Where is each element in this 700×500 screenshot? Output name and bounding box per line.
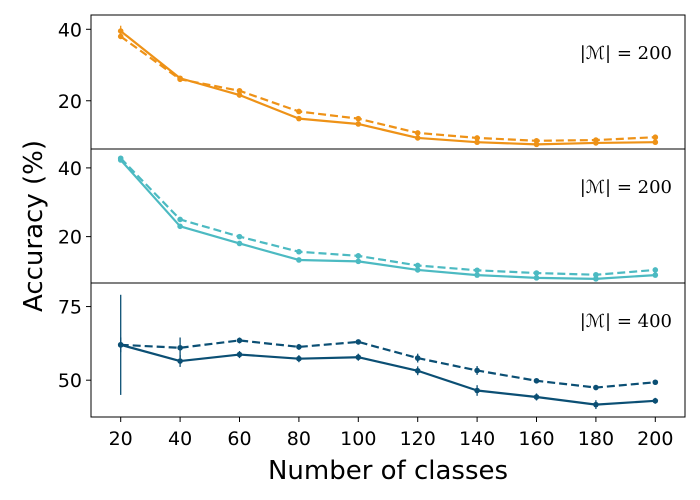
data-point xyxy=(236,337,243,344)
data-point xyxy=(177,216,183,223)
data-point xyxy=(533,270,540,276)
x-tick-label: 20 xyxy=(109,428,133,450)
panel-3-series-solid xyxy=(117,294,659,410)
data-point xyxy=(117,33,124,40)
data-point xyxy=(593,276,599,282)
data-point xyxy=(117,28,124,34)
panel-2: 20 40 |ℳ| = 200 xyxy=(58,148,686,284)
data-point xyxy=(533,275,540,281)
data-point xyxy=(117,155,124,162)
data-point xyxy=(474,387,480,394)
data-point xyxy=(652,134,659,141)
data-point xyxy=(533,137,540,144)
x-tick-label: 160 xyxy=(518,428,554,450)
data-point xyxy=(236,87,243,94)
panel-1-series-dashed xyxy=(117,33,659,144)
data-point xyxy=(414,355,421,361)
data-point xyxy=(177,76,183,83)
data-point xyxy=(355,253,362,259)
data-point xyxy=(296,257,302,263)
data-point xyxy=(474,267,480,274)
panel-2-y-tick-label: 40 xyxy=(58,158,82,180)
panel-2-frame xyxy=(90,148,686,284)
data-point xyxy=(593,271,599,278)
panel-3-series-dashed xyxy=(117,337,659,391)
data-point xyxy=(593,401,599,408)
data-point xyxy=(236,233,243,240)
y-axis-title: Accuracy (%) xyxy=(19,140,49,312)
data-point xyxy=(296,355,302,362)
data-point xyxy=(652,379,659,386)
panel-3-y-tick-label: 75 xyxy=(58,297,82,319)
x-tick-label: 80 xyxy=(287,428,311,450)
panel-1-series-solid xyxy=(117,25,659,148)
data-point xyxy=(296,344,302,350)
panels-group: 20 40 |ℳ| = 200 20 40 |ℳ| = 200 50 75 |ℳ| = 400 xyxy=(58,14,686,418)
panel-3-y-tick-label: 50 xyxy=(58,370,82,392)
data-point xyxy=(593,384,599,391)
panel-2-y-tick-label: 20 xyxy=(58,227,82,249)
data-point xyxy=(355,115,362,122)
panel-1: 20 40 |ℳ| = 200 xyxy=(58,14,686,150)
panel-3-annotation: |ℳ| = 400 xyxy=(580,311,672,332)
x-tick-label: 60 xyxy=(227,428,251,450)
data-point xyxy=(177,344,183,351)
data-point xyxy=(652,272,659,278)
data-point xyxy=(533,377,540,384)
panel-1-y-tick-label: 20 xyxy=(58,91,82,113)
series-line-solid xyxy=(120,343,656,406)
data-point xyxy=(474,272,480,278)
series-line-solid xyxy=(120,30,656,146)
data-point xyxy=(474,367,480,374)
x-tick-label: 100 xyxy=(340,428,376,450)
data-point xyxy=(474,135,480,141)
data-point xyxy=(652,398,659,404)
data-point xyxy=(296,115,302,122)
data-point xyxy=(652,139,659,146)
panel-1-y-tick-label: 40 xyxy=(58,19,82,41)
data-point xyxy=(355,121,362,127)
data-point xyxy=(414,367,421,374)
data-point xyxy=(533,394,540,400)
panel-2-series-solid xyxy=(117,157,659,282)
panel-1-annotation: |ℳ| = 200 xyxy=(580,43,672,64)
data-point xyxy=(355,258,362,265)
series-line-dashed xyxy=(120,339,656,389)
panel-3: 50 75 |ℳ| = 400 xyxy=(58,282,686,418)
data-point xyxy=(177,358,183,364)
series-line-dashed xyxy=(119,157,656,276)
x-tick-label: 140 xyxy=(459,428,495,450)
data-point xyxy=(414,262,421,269)
series-line-dashed xyxy=(120,35,656,142)
data-point xyxy=(474,139,480,146)
data-point xyxy=(177,223,183,230)
series-line-solid xyxy=(119,159,656,280)
data-point xyxy=(414,135,421,141)
data-point xyxy=(296,108,302,115)
data-point xyxy=(355,354,362,361)
data-point xyxy=(414,267,421,273)
data-point xyxy=(355,339,362,345)
x-axis-group: 20 40 60 80 100 120 140 160 180 200 xyxy=(109,417,673,450)
x-tick-label: 180 xyxy=(578,428,614,450)
x-axis-title: Number of classes xyxy=(268,456,508,486)
panel-2-annotation: |ℳ| = 200 xyxy=(580,177,672,198)
data-point xyxy=(414,130,421,136)
data-point xyxy=(296,248,302,255)
data-point xyxy=(593,137,599,143)
data-point xyxy=(652,267,659,273)
x-tick-label: 120 xyxy=(400,428,436,450)
data-point xyxy=(236,351,243,358)
panel-2-series-dashed xyxy=(117,155,659,278)
data-point xyxy=(236,240,243,247)
panel-3-frame xyxy=(90,282,686,418)
data-point xyxy=(117,342,124,348)
x-tick-label: 40 xyxy=(168,428,192,450)
x-tick-label: 200 xyxy=(637,428,673,450)
data-point xyxy=(236,92,243,98)
